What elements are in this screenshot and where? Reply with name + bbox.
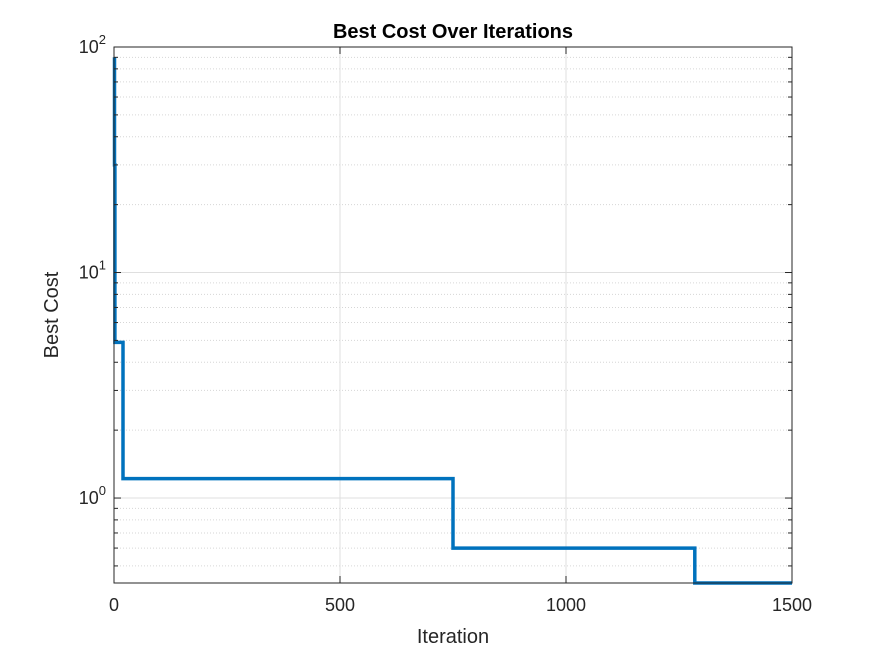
chart-title: Best Cost Over Iterations [333,21,573,43]
y-axis-label: Best Cost [41,271,63,358]
y-tick-label: 100 [79,483,106,508]
x-tick-label: 0 [109,595,119,615]
y-tick-label: 101 [79,258,106,283]
x-tick-label: 1000 [546,595,586,615]
axes-box [113,46,793,584]
ticks: 100 101 102 0 500 1000 1500 [79,32,812,615]
x-axis-label: Iteration [417,626,489,648]
x-tick-label: 500 [325,595,355,615]
y-tick-label: 102 [79,32,106,57]
x-tick-label: 1500 [772,595,812,615]
